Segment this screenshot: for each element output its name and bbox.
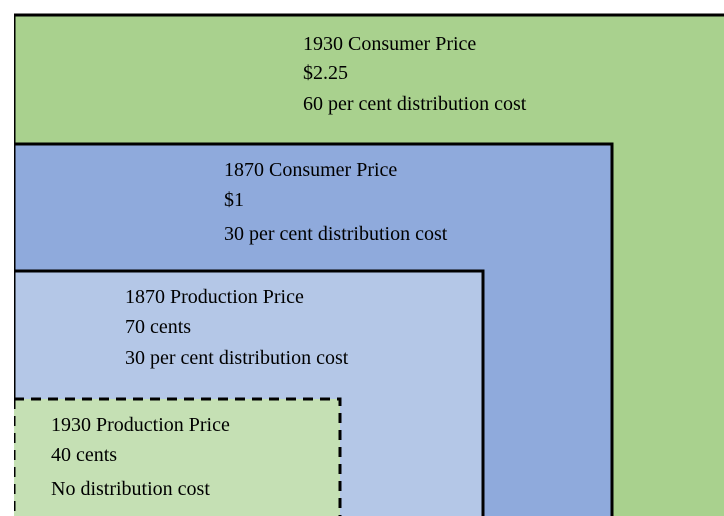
box-label: 30 per cent distribution cost	[125, 347, 349, 369]
box-label: $2.25	[303, 62, 348, 84]
box-label: 70 cents	[125, 316, 191, 338]
box-label: $1	[224, 189, 244, 211]
box-label: 30 per cent distribution cost	[224, 223, 448, 245]
box-label: 1930 Consumer Price	[303, 33, 476, 55]
box-label: No distribution cost	[51, 478, 210, 500]
left-margin	[0, 0, 14, 516]
box-label: 40 cents	[51, 444, 117, 466]
box-label: 1870 Production Price	[125, 286, 304, 308]
box-label: 1930 Production Price	[51, 414, 230, 436]
box-label: 1870 Consumer Price	[224, 159, 397, 181]
box-1930-production	[12, 397, 342, 516]
box-label: 60 per cent distribution cost	[303, 93, 527, 115]
